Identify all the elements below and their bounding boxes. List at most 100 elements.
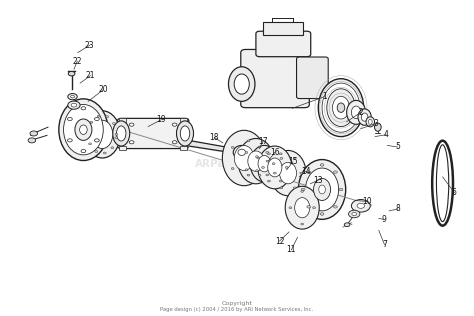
Ellipse shape [68, 101, 80, 109]
Ellipse shape [361, 113, 368, 121]
FancyBboxPatch shape [297, 57, 328, 99]
Text: 14: 14 [301, 167, 310, 176]
Circle shape [334, 205, 337, 208]
Text: 21: 21 [86, 71, 95, 80]
Text: 12: 12 [275, 237, 284, 246]
Ellipse shape [68, 94, 77, 100]
Ellipse shape [234, 74, 249, 94]
Circle shape [90, 121, 93, 123]
FancyBboxPatch shape [263, 22, 303, 35]
Ellipse shape [222, 130, 266, 186]
Circle shape [266, 151, 269, 153]
Bar [180, 118, 187, 123]
Ellipse shape [299, 160, 346, 219]
Circle shape [115, 133, 118, 135]
Text: ARPartStream: ARPartStream [195, 159, 279, 169]
Ellipse shape [117, 126, 126, 141]
Ellipse shape [248, 151, 264, 171]
Ellipse shape [374, 123, 381, 131]
Circle shape [320, 164, 324, 166]
Ellipse shape [270, 150, 306, 196]
Circle shape [111, 147, 114, 149]
Text: Copyright: Copyright [221, 301, 253, 306]
Ellipse shape [59, 99, 108, 161]
Circle shape [289, 207, 292, 209]
Circle shape [301, 188, 305, 191]
Ellipse shape [318, 79, 364, 137]
Circle shape [67, 118, 72, 121]
Ellipse shape [68, 71, 75, 76]
Circle shape [94, 139, 99, 142]
Circle shape [245, 152, 248, 154]
Circle shape [231, 147, 234, 149]
Bar [180, 146, 187, 150]
Circle shape [285, 167, 288, 168]
Ellipse shape [258, 155, 271, 172]
Ellipse shape [358, 109, 371, 125]
Circle shape [255, 156, 258, 158]
Ellipse shape [368, 119, 372, 124]
Circle shape [172, 141, 177, 144]
Circle shape [280, 187, 283, 189]
Ellipse shape [92, 120, 113, 149]
Ellipse shape [28, 138, 36, 143]
Ellipse shape [332, 96, 349, 119]
Ellipse shape [357, 203, 365, 208]
Circle shape [106, 116, 109, 118]
Circle shape [258, 174, 261, 176]
Circle shape [87, 132, 90, 134]
Text: 19: 19 [156, 115, 166, 124]
Ellipse shape [71, 95, 74, 98]
Text: 7: 7 [382, 240, 387, 249]
Circle shape [129, 123, 134, 126]
Circle shape [279, 180, 282, 182]
Ellipse shape [352, 212, 356, 216]
Text: 6: 6 [452, 188, 457, 197]
Ellipse shape [250, 145, 279, 182]
Ellipse shape [327, 89, 355, 126]
Circle shape [231, 167, 234, 169]
Ellipse shape [234, 146, 254, 170]
Ellipse shape [351, 106, 361, 119]
Text: 5: 5 [395, 143, 400, 151]
FancyBboxPatch shape [256, 31, 311, 57]
Ellipse shape [346, 100, 365, 124]
Ellipse shape [319, 185, 325, 194]
Ellipse shape [258, 146, 292, 189]
Ellipse shape [344, 223, 350, 227]
Text: 3: 3 [373, 119, 378, 128]
Ellipse shape [113, 121, 130, 146]
Ellipse shape [280, 162, 297, 184]
Text: Page design (c) 2004 / 2016 by ARI Network Services, Inc.: Page design (c) 2004 / 2016 by ARI Netwo… [160, 307, 314, 312]
Ellipse shape [228, 67, 255, 101]
Circle shape [255, 170, 258, 172]
Text: 8: 8 [395, 204, 400, 214]
Circle shape [267, 180, 270, 182]
Text: 18: 18 [210, 133, 219, 142]
Circle shape [94, 118, 99, 121]
Ellipse shape [314, 179, 330, 200]
Ellipse shape [71, 103, 77, 107]
Bar [119, 146, 126, 150]
Circle shape [81, 149, 86, 153]
Ellipse shape [180, 126, 190, 141]
Circle shape [103, 152, 106, 154]
Bar [119, 118, 126, 123]
Text: 11: 11 [287, 245, 296, 254]
Circle shape [293, 187, 296, 189]
Ellipse shape [348, 210, 360, 218]
Circle shape [300, 172, 303, 174]
Ellipse shape [268, 158, 282, 177]
Circle shape [112, 123, 115, 125]
Circle shape [115, 137, 118, 139]
Text: 4: 4 [383, 130, 388, 139]
Ellipse shape [176, 121, 193, 146]
Ellipse shape [238, 149, 246, 155]
Text: 23: 23 [85, 41, 94, 50]
Ellipse shape [337, 103, 345, 112]
Circle shape [258, 146, 261, 148]
Circle shape [247, 140, 250, 142]
Ellipse shape [233, 145, 250, 159]
Circle shape [172, 123, 177, 126]
Ellipse shape [84, 111, 120, 158]
